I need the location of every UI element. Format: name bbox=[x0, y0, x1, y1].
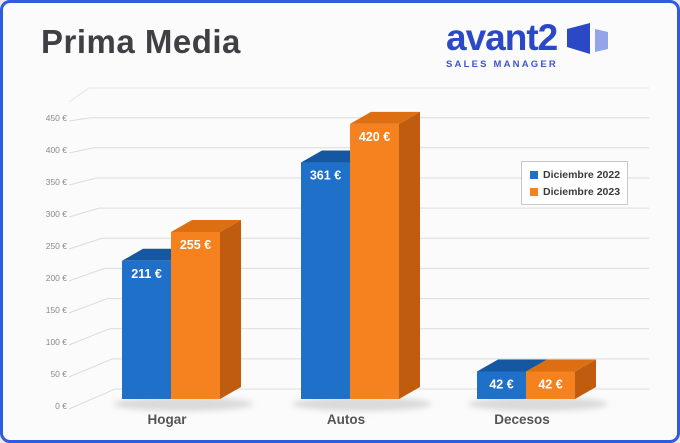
bar-value-label: 42 € bbox=[538, 377, 562, 391]
bar-side-face bbox=[575, 359, 596, 399]
bar-shadow bbox=[468, 397, 608, 411]
bar-front-face bbox=[350, 123, 399, 400]
gridline bbox=[68, 177, 649, 186]
bars: 211 € 255 € 361 € 420 € 42 € 42 € bbox=[122, 111, 596, 400]
gridline bbox=[68, 147, 649, 154]
bar-top-face bbox=[477, 359, 547, 372]
legend-item-diciembre-2023: Diciembre 2023 bbox=[530, 185, 621, 198]
y-tick-label: 200 € bbox=[46, 273, 68, 283]
category-label-decesos: Decesos bbox=[494, 412, 550, 427]
bar-shadow bbox=[292, 397, 432, 411]
gridline bbox=[68, 388, 649, 410]
gridline bbox=[68, 207, 649, 218]
bar-group-hogar: 211 € 255 € bbox=[122, 219, 241, 399]
brand-logo-subtitle: SALES MANAGER bbox=[446, 59, 558, 70]
y-axis: 0 € 50 € 100 € 150 € 200 € 250 € 300 € 350 € 400… bbox=[46, 87, 649, 411]
bar-hogar-diciembre-2023: 255 € bbox=[171, 219, 241, 399]
bar-side-face bbox=[220, 219, 241, 399]
bar-autos-diciembre-2023: 420 € bbox=[350, 111, 420, 400]
legend-marker-diciembre-2023 bbox=[530, 187, 538, 196]
bar-value-label: 361 € bbox=[310, 169, 341, 183]
legend-marker-diciembre-2022 bbox=[530, 170, 538, 179]
bar-front-face bbox=[477, 371, 526, 399]
y-tick-label: 300 € bbox=[46, 209, 68, 219]
y-tick-label: 50 € bbox=[50, 369, 67, 379]
page-title: Prima Media bbox=[41, 23, 241, 60]
brand-logo: avant2 SALES MANAGER bbox=[446, 19, 611, 70]
y-tick-label: 450 € bbox=[46, 113, 68, 123]
gridline bbox=[68, 358, 649, 378]
bar-top-face bbox=[526, 359, 596, 372]
gridline bbox=[68, 267, 649, 282]
bar-group-autos: 361 € 420 € bbox=[301, 111, 420, 400]
legend-item-diciembre-2022: Diciembre 2022 bbox=[530, 168, 621, 181]
bar-top-face bbox=[171, 219, 241, 232]
bar-shadow bbox=[113, 397, 253, 411]
category-label-hogar: Hogar bbox=[147, 412, 187, 427]
brand-logo-wordmark: avant2 bbox=[446, 17, 558, 58]
bar-decesos-diciembre-2023: 42 € bbox=[526, 359, 596, 399]
y-tick-label: 350 € bbox=[46, 177, 68, 187]
gridline bbox=[68, 328, 649, 346]
chart-legend: Diciembre 2022 Diciembre 2023 bbox=[521, 161, 628, 205]
legend-label: Diciembre 2022 bbox=[543, 168, 621, 181]
bar-front-face bbox=[171, 231, 220, 399]
bar-front-face bbox=[301, 162, 350, 399]
wall-top-edge bbox=[68, 87, 649, 103]
bar-value-label: 420 € bbox=[359, 130, 390, 144]
y-tick-label: 400 € bbox=[46, 145, 68, 155]
gridline bbox=[68, 237, 649, 250]
bar-top-face bbox=[350, 111, 420, 124]
bar-value-label: 42 € bbox=[489, 377, 513, 391]
bar-side-face bbox=[399, 111, 420, 400]
gridline bbox=[68, 298, 649, 314]
brand-logo-text-block: avant2 SALES MANAGER bbox=[446, 19, 558, 70]
bar-value-label: 255 € bbox=[180, 238, 211, 252]
prima-media-3d-bar-chart: 0 € 50 € 100 € 150 € 200 € 250 € 300 € 350 € 400… bbox=[46, 87, 649, 427]
legend-label: Diciembre 2023 bbox=[543, 185, 621, 198]
bar-value-label: 211 € bbox=[131, 267, 162, 281]
bar-group-decesos: 42 € 42 € bbox=[477, 359, 596, 399]
y-tick-label: 250 € bbox=[46, 241, 68, 251]
bar-front-face bbox=[526, 371, 575, 399]
y-tick-label: 100 € bbox=[46, 337, 68, 347]
bar-front-face bbox=[122, 260, 171, 399]
gridline bbox=[68, 117, 649, 122]
category-label-autos: Autos bbox=[327, 412, 365, 427]
y-tick-label: 0 € bbox=[55, 401, 67, 411]
bar-shadows bbox=[113, 397, 608, 411]
y-tick-label: 150 € bbox=[46, 305, 68, 315]
avant2-panels-icon bbox=[567, 23, 608, 54]
